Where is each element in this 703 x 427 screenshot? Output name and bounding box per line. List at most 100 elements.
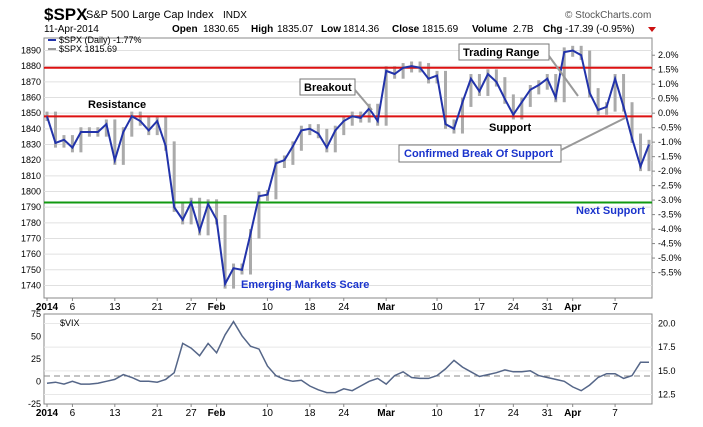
vix-left-tick-label: 25: [31, 354, 41, 364]
price-x-tick-label: 2014: [36, 302, 59, 313]
legend-entry-spx-daily: $SPX (Daily) -1.77%: [59, 35, 142, 45]
price-y-tick-label: 1860: [21, 93, 41, 103]
date-label: 11-Apr-2014: [44, 24, 99, 35]
price-y2-tick-label: -5.0%: [658, 253, 682, 263]
breakout-arrow: [354, 89, 373, 111]
price-x-tick-label: 6: [70, 302, 76, 313]
annotation-breakout: Breakout: [304, 82, 352, 94]
price-y2-tick-label: -2.5%: [658, 181, 682, 191]
price-y2-tick-label: -3.5%: [658, 210, 682, 220]
price-y-tick-label: 1740: [21, 280, 41, 290]
trading-range-arrow: [548, 55, 579, 97]
price-y2-tick-label: 2.0%: [658, 50, 679, 60]
brand-text: © StockCharts.com: [565, 10, 651, 21]
vix-left-tick-label: 75: [31, 309, 41, 319]
price-y-tick-label: 1750: [21, 265, 41, 275]
price-x-tick-label: 18: [304, 302, 316, 313]
annotation-emerging-markets: Emerging Markets Scare: [241, 279, 369, 291]
price-y-tick-label: 1800: [21, 186, 41, 196]
price-y2-axis: 2.0% 1.5% 1.0% 0.5% 0.0% -0.5% -1.0% -1.5% -2.0%…: [652, 50, 682, 278]
vix-x-tick-label: Feb: [208, 408, 226, 419]
chg-value: -17.39 (-0.95%): [565, 24, 634, 35]
vix-x-tick-label: 2014: [36, 408, 59, 419]
break-arrow: [560, 117, 626, 151]
volume-label: Volume: [472, 24, 508, 35]
vix-x-tick-label: 18: [304, 408, 316, 419]
price-y-tick-label: 1870: [21, 77, 41, 87]
down-arrow-icon: [648, 27, 656, 32]
price-y2-tick-label: 1.0%: [658, 79, 679, 89]
price-x-tick-label: 24: [508, 302, 520, 313]
annotation-break-box: [398, 144, 562, 163]
price-reference-lines: [44, 66, 652, 204]
price-y-tick-label: 1770: [21, 233, 41, 243]
price-x-tick-label: Feb: [208, 302, 226, 313]
price-x-tick-label: 13: [109, 302, 121, 313]
vix-x-tick-label: 31: [542, 408, 554, 419]
price-x-axis: 2014 6 13 21 27 Feb 10 18 24 Mar 10 17 24 31 Apr 7: [36, 298, 618, 313]
price-y2-tick-label: -2.0%: [658, 166, 682, 176]
price-y2-tick-label: -4.0%: [658, 224, 682, 234]
price-y-tick-label: 1780: [21, 218, 41, 228]
vix-x-tick-label: 24: [508, 408, 520, 419]
price-x-tick-label: 10: [431, 302, 443, 313]
vix-x-tick-label: 17: [474, 408, 486, 419]
price-x-tick-label: 17: [474, 302, 486, 313]
chg-label: Chg: [543, 24, 562, 35]
open-label: Open: [172, 24, 198, 35]
price-y-tick-label: 1840: [21, 124, 41, 134]
symbol-name: S&P 500 Large Cap Index: [86, 9, 214, 21]
annotation-support: Support: [489, 122, 531, 134]
vix-left-tick-label: -25: [28, 399, 41, 409]
vix-legend: $VIX: [60, 318, 80, 328]
vix-line: [46, 320, 649, 394]
high-value: 1835.07: [277, 24, 314, 35]
annotation-trading-range: Trading Range: [463, 47, 539, 59]
vix-right-tick-label: 12.5: [658, 390, 676, 400]
close-value: 1815.69: [422, 24, 459, 35]
symbol-exchange: INDX: [223, 10, 247, 21]
price-y-tick-label: 1830: [21, 140, 41, 150]
price-y-tick-label: 1850: [21, 108, 41, 118]
low-label: Low: [321, 24, 341, 35]
annotation-breakout-box: [299, 78, 356, 96]
volume-value: 2.7B: [513, 24, 534, 35]
open-value: 1830.65: [203, 24, 240, 35]
vix-x-tick-label: 10: [262, 408, 274, 419]
price-x-tick-label: 31: [542, 302, 554, 313]
price-x-tick-label: Mar: [377, 302, 395, 313]
vix-x-tick-label: Apr: [564, 408, 581, 419]
price-y-tick-label: 1760: [21, 249, 41, 259]
price-x-tick-label: 27: [186, 302, 198, 313]
vix-x-tick-label: 6: [70, 408, 76, 419]
vix-x-tick-label: 27: [186, 408, 198, 419]
price-y2-tick-label: -3.0%: [658, 195, 682, 205]
vix-right-tick-label: 17.5: [658, 342, 676, 352]
price-y2-tick-label: -1.5%: [658, 152, 682, 162]
vix-left-axis: 75 50 25 0 -25: [28, 309, 41, 409]
price-y2-tick-label: -5.5%: [658, 268, 682, 278]
annotation-resistance: Resistance: [88, 99, 146, 111]
vix-x-tick-label: 10: [431, 408, 443, 419]
vix-x-tick-label: 13: [109, 408, 121, 419]
price-y-tick-label: 1820: [21, 155, 41, 165]
price-y2-tick-label: -1.0%: [658, 137, 682, 147]
price-y2-tick-label: 0.0%: [658, 108, 679, 118]
vix-x-tick-label: 7: [612, 408, 618, 419]
symbol-title: $SPX: [44, 5, 88, 24]
vix-left-tick-label: 0: [36, 377, 41, 387]
vix-grid: [44, 322, 652, 396]
price-y2-tick-label: 1.5%: [658, 65, 679, 75]
vix-right-axis: 20.0 17.5 15.0 12.5: [658, 318, 676, 399]
price-x-tick-label: Apr: [564, 302, 581, 313]
price-x-tick-label: 24: [338, 302, 350, 313]
price-panel-frame: [43, 37, 653, 299]
vix-right-tick-label: 20.0: [658, 318, 676, 328]
price-x-tick-label: 7: [612, 302, 618, 313]
close-label: Close: [392, 24, 420, 35]
price-y2-tick-label: 0.5%: [658, 94, 679, 104]
price-y-axis: 1740 1750 1760 1770 1780 1790 1800 1810 1820 1830…: [21, 46, 41, 291]
annotation-confirmed-break: Confirmed Break Of Support: [404, 148, 553, 160]
price-legend: $SPX (Daily) -1.77% $SPX 1815.69: [48, 35, 142, 54]
